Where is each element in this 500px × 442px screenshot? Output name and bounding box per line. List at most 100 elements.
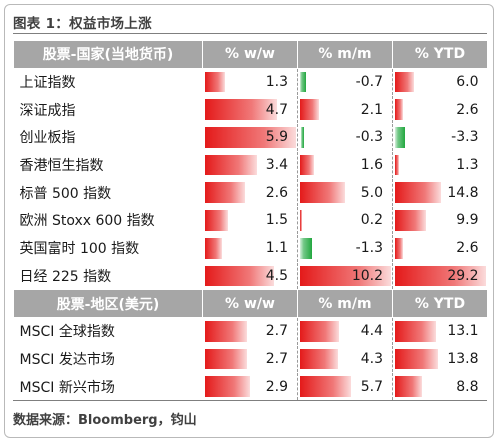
value-cell: 4.3 xyxy=(297,345,393,374)
positive-bar xyxy=(395,348,438,370)
value-cell: 14.8 xyxy=(392,178,488,208)
row-label: 香港恒生指数 xyxy=(13,151,203,180)
row-label: 创业板指 xyxy=(13,123,203,152)
column-header: % m/m xyxy=(297,289,393,318)
table-row: MSCI 全球指数 2.7 4.4 13.1 xyxy=(13,317,488,346)
value-cell: 10.2 xyxy=(297,262,393,291)
table-row: 创业板指 5.9 -0.3 -3.3 xyxy=(13,123,488,152)
positive-bar xyxy=(395,265,486,287)
value-cell: 4.7 xyxy=(202,95,298,125)
column-header: % YTD xyxy=(392,40,488,69)
positive-bar xyxy=(395,376,422,397)
table-row: 欧洲 Stoxx 600 指数 1.5 0.2 9.9 xyxy=(13,206,488,235)
value-text: 4.3 xyxy=(360,350,383,367)
value-text: 8.8 xyxy=(456,378,479,395)
footer-divider xyxy=(13,400,487,401)
positive-bar xyxy=(205,265,274,287)
positive-bar xyxy=(205,99,277,121)
value-text: 5.0 xyxy=(360,184,383,201)
value-cell: 0.2 xyxy=(297,206,393,235)
positive-bar xyxy=(205,210,228,231)
value-cell: 5.7 xyxy=(297,372,393,401)
row-label: MSCI 发达市场 xyxy=(13,345,203,374)
table-row: MSCI 新兴市场 2.9 5.7 8.8 xyxy=(13,372,488,401)
value-text: 1.3 xyxy=(456,157,479,174)
value-text: 4.4 xyxy=(360,323,383,340)
row-label: 日经 225 指数 xyxy=(13,262,203,291)
value-text: 4.7 xyxy=(265,101,288,118)
value-cell: 2.6 xyxy=(392,95,488,125)
negative-bar xyxy=(301,127,304,148)
value-text: 1.1 xyxy=(265,240,288,257)
value-cell: -1.3 xyxy=(297,234,393,263)
value-text: 1.5 xyxy=(265,212,288,229)
column-header: % w/w xyxy=(202,40,298,69)
positive-bar xyxy=(300,99,319,121)
value-text: -1.3 xyxy=(355,240,383,257)
title-divider xyxy=(13,33,487,34)
negative-bar xyxy=(300,237,312,259)
row-label: 标普 500 指数 xyxy=(13,178,203,208)
value-text: 9.9 xyxy=(456,212,479,229)
positive-bar xyxy=(395,71,414,93)
table-row: 上证指数 1.3 -0.7 6.0 xyxy=(13,68,488,97)
positive-bar xyxy=(205,127,296,148)
value-cell: 2.1 xyxy=(297,95,393,125)
row-label: 深证成指 xyxy=(13,95,203,125)
value-text: 2.6 xyxy=(456,240,479,257)
positive-bar xyxy=(205,154,257,176)
header-row: 股票-国家(当地货币)% w/w% m/m% YTD xyxy=(13,40,488,69)
positive-bar xyxy=(395,320,436,342)
table-row: MSCI 发达市场 2.7 4.3 13.8 xyxy=(13,345,488,374)
value-cell: 2.7 xyxy=(202,345,298,374)
value-cell: 1.1 xyxy=(202,234,298,263)
value-text: 13.8 xyxy=(447,350,479,367)
source-note: 数据来源：Bloomberg，钧山 xyxy=(13,413,197,428)
value-text: 14.8 xyxy=(447,184,479,201)
value-cell: -0.3 xyxy=(297,123,393,152)
row-label: MSCI 全球指数 xyxy=(13,317,203,346)
value-text: 2.7 xyxy=(265,323,288,340)
value-cell: 6.0 xyxy=(392,68,488,97)
section-header: 股票-国家(当地货币) xyxy=(13,40,203,69)
value-cell: 9.9 xyxy=(392,206,488,235)
value-cell: 2.9 xyxy=(202,372,298,401)
column-header: % w/w xyxy=(202,289,298,318)
positive-bar xyxy=(205,348,247,370)
column-header: % m/m xyxy=(297,40,393,69)
value-text: 3.4 xyxy=(265,157,288,174)
value-cell: 1.5 xyxy=(202,206,298,235)
value-text: 13.1 xyxy=(447,323,479,340)
positive-bar xyxy=(300,265,391,287)
value-cell: 4.5 xyxy=(202,262,298,291)
value-text: 2.1 xyxy=(360,101,383,118)
row-label: 英国富时 100 指数 xyxy=(13,234,203,263)
value-text: 2.6 xyxy=(456,101,479,118)
market-table: 股票-国家(当地货币)% w/w% m/m% YTD 上证指数 1.3 -0.7 6.0… xyxy=(13,40,488,401)
positive-bar xyxy=(205,71,225,93)
value-cell: -3.3 xyxy=(392,123,488,152)
value-cell: 1.3 xyxy=(202,68,298,97)
table-row: 日经 225 指数 4.5 10.2 29.2 xyxy=(13,262,488,291)
negative-bar xyxy=(395,127,405,148)
positive-bar xyxy=(205,237,222,259)
value-cell: 3.4 xyxy=(202,151,298,180)
row-label: MSCI 新兴市场 xyxy=(13,372,203,401)
header-row: 股票-地区(美元)% w/w% m/m% YTD xyxy=(13,289,488,318)
row-label: 欧洲 Stoxx 600 指数 xyxy=(13,206,203,235)
value-text: 4.5 xyxy=(265,267,288,284)
value-text: 29.2 xyxy=(447,267,479,284)
value-cell: 1.6 xyxy=(297,151,393,180)
value-text: 1.6 xyxy=(360,157,383,174)
value-cell: 2.7 xyxy=(202,317,298,346)
value-cell: 5.9 xyxy=(202,123,298,152)
value-cell: 13.1 xyxy=(392,317,488,346)
table-row: 香港恒生指数 3.4 1.6 1.3 xyxy=(13,151,488,180)
value-text: 5.7 xyxy=(360,378,383,395)
section-header: 股票-地区(美元) xyxy=(13,289,203,318)
positive-bar xyxy=(395,154,399,176)
positive-bar xyxy=(395,210,426,231)
value-text: -0.7 xyxy=(355,74,383,91)
figure-frame xyxy=(4,4,494,438)
value-text: 2.7 xyxy=(265,350,288,367)
